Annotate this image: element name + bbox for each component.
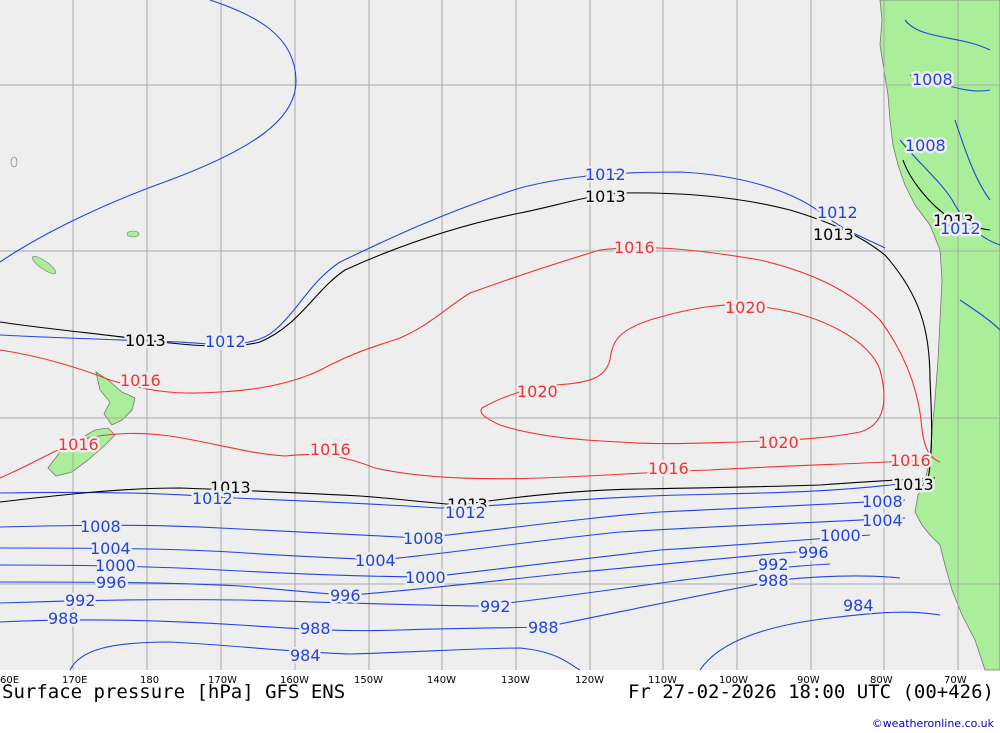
isobar-label: 988 xyxy=(758,571,789,590)
isobars-blue xyxy=(0,0,1000,671)
graticule xyxy=(0,0,1000,670)
isobar-labels: 1013 1013 1013 1013 1013 1013 1013 1012 … xyxy=(46,68,984,668)
longitude-tick: 110W xyxy=(648,675,677,686)
isobar-label: 1016 xyxy=(310,440,351,459)
isobar-label: 1012 xyxy=(817,203,858,222)
longitude-tick: 170W xyxy=(208,675,237,686)
isobar-label: 1000 xyxy=(405,568,446,587)
isobar-label: 1000 xyxy=(820,526,861,545)
isobar-label: 1013 xyxy=(125,331,166,350)
isobar-label: 992 xyxy=(65,591,96,610)
site-credit[interactable]: ©weatheronline.co.uk xyxy=(872,717,995,730)
land-new-zealand-north xyxy=(95,371,136,426)
longitude-tick: 180 xyxy=(140,675,159,686)
longitude-tick: 80W xyxy=(870,675,893,686)
longitude-tick: 160W xyxy=(280,675,309,686)
isobar-label: 988 xyxy=(48,609,79,628)
isobar-label: 1008 xyxy=(80,517,121,536)
island-new-caledonia xyxy=(32,256,56,274)
isobar-label: 992 xyxy=(480,597,511,616)
longitude-tick: 100W xyxy=(719,675,748,686)
isobar-label: 1013 xyxy=(210,478,251,497)
ocean-area xyxy=(0,0,1000,670)
isobars-black xyxy=(0,159,991,506)
isobar-label: 1016 xyxy=(120,371,161,390)
isobars-red xyxy=(0,247,941,480)
longitude-axis: 60E 170E 180 170W 160W 150W 140W 130W 12… xyxy=(0,675,967,686)
island-chatham xyxy=(10,156,18,168)
isobar-label: 1013 xyxy=(893,475,934,494)
longitude-tick: 140W xyxy=(427,675,456,686)
isobar-label: 1013 xyxy=(585,187,626,206)
isobar-label: 996 xyxy=(96,573,127,592)
isobar-label: 1012 xyxy=(445,503,486,522)
island-fiji xyxy=(126,230,140,238)
longitude-tick: 70W xyxy=(944,675,967,686)
isobar-label: 1012 xyxy=(205,332,246,351)
isobar-label: 996 xyxy=(798,543,829,562)
longitude-tick: 120W xyxy=(575,675,604,686)
isobar-label: 992 xyxy=(758,555,789,574)
isobar-label: 1012 xyxy=(192,489,233,508)
isobar-label: 1020 xyxy=(725,298,766,317)
isobar-label: 1016 xyxy=(648,459,689,478)
isobar-label: 984 xyxy=(290,646,321,665)
isobar-label: 1016 xyxy=(58,435,99,454)
isobar-label: 1013 xyxy=(447,495,488,514)
isobar-label: 1020 xyxy=(758,433,799,452)
isobar-label: 1016 xyxy=(890,451,931,470)
isobar-label: 1013 xyxy=(933,211,974,230)
valid-time: Fr 27-02-2026 18:00 UTC (00+426) xyxy=(628,681,994,703)
isobar-label: 988 xyxy=(528,618,559,637)
isobar-label: 1008 xyxy=(862,492,903,511)
isobar-label: 1012 xyxy=(585,165,626,184)
longitude-tick: 150W xyxy=(354,675,383,686)
isobar-label: 1008 xyxy=(905,136,946,155)
isobar-label: 1004 xyxy=(90,539,131,558)
longitude-tick: 170E xyxy=(62,675,87,686)
isobar-label: 1013 xyxy=(813,225,854,244)
isobar-label: 1016 xyxy=(614,238,655,257)
land-south-america xyxy=(879,0,1000,671)
isobar-label: 1004 xyxy=(862,511,903,530)
isobar-label: 1008 xyxy=(403,529,444,548)
longitude-tick: 60E xyxy=(0,675,19,686)
isobar-label: 996 xyxy=(330,586,361,605)
map-title: Surface pressure [hPa] GFS ENS xyxy=(2,681,345,703)
isobar-label: 984 xyxy=(843,596,874,615)
isobar-label: 1020 xyxy=(517,382,558,401)
isobar-label: 1012 xyxy=(940,219,981,238)
land-new-zealand-south xyxy=(47,427,116,477)
isobar-label: 1008 xyxy=(912,70,953,89)
isobar-label: 1000 xyxy=(95,556,136,575)
longitude-tick: 90W xyxy=(797,675,820,686)
isobar-label: 1004 xyxy=(355,551,396,570)
longitude-tick: 130W xyxy=(501,675,530,686)
isobar-label: 988 xyxy=(300,619,331,638)
